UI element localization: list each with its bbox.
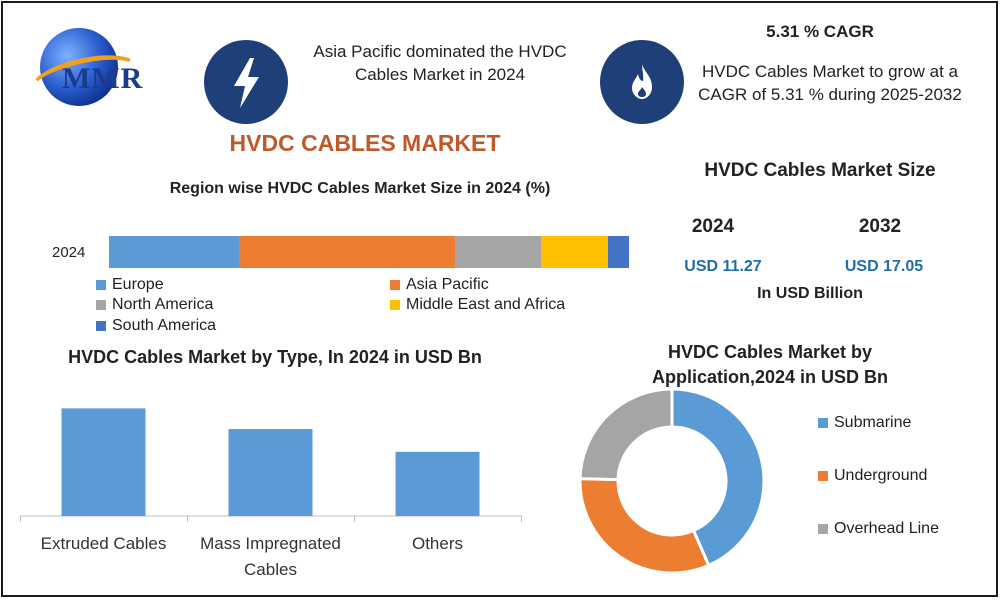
region-stacked-bar (109, 236, 629, 268)
legend-swatch (390, 280, 400, 290)
legend-item-middle-east-and-africa: Middle East and Africa (390, 296, 565, 314)
bar-segment-asia-pacific (239, 236, 455, 268)
legend-label: North America (112, 296, 214, 313)
legend-swatch (818, 471, 828, 481)
legend-item-submarine: Submarine (818, 414, 911, 432)
logo-text: MMR (62, 62, 144, 95)
cagr-description: HVDC Cables Market to grow at a CAGR of … (698, 62, 962, 104)
bar-segment-north-america (454, 236, 541, 268)
legend-label: Europe (112, 276, 164, 293)
lightning-bolt-icon (204, 40, 288, 124)
legend-swatch (96, 321, 106, 331)
bar-others (395, 451, 480, 516)
year-2024-label: 2024 (691, 216, 735, 237)
donut-slice-underground (578, 477, 711, 575)
headline-text: Asia Pacific dominated the HVDC Cables M… (313, 42, 567, 84)
legend-label: Underground (834, 467, 928, 484)
x-tick-label-extruded-cables: Extruded Cables (41, 534, 167, 553)
value-2024: USD 11.27 (684, 258, 762, 275)
application-donut-chart (578, 387, 766, 575)
globe-logo-icon (40, 28, 118, 106)
legend-item-north-america: North America (96, 296, 213, 314)
legend-item-asia-pacific: Asia Pacific (390, 276, 489, 294)
x-tick-label-others: Others (412, 534, 463, 553)
type-chart-title: HVDC Cables Market by Type, In 2024 in U… (68, 347, 482, 367)
market-size-unit: In USD Billion (757, 285, 863, 302)
legend-label: South America (112, 317, 217, 334)
bar-segment-south-america (608, 236, 629, 268)
main-title: HVDC CABLES MARKET (229, 130, 501, 156)
legend-swatch (818, 524, 828, 534)
value-2032: USD 17.05 (844, 258, 924, 275)
legend-swatch (96, 280, 106, 290)
bar-mass-impregnated-cables (228, 429, 313, 516)
donut-slice-submarine (670, 387, 766, 568)
market-size-title: HVDC Cables Market Size (704, 160, 936, 181)
flame-icon (600, 40, 684, 124)
year-2032-label: 2032 (858, 216, 902, 237)
legend-swatch (390, 300, 400, 310)
legend-label: Overhead Line (834, 520, 939, 537)
legend-item-underground: Underground (818, 467, 927, 485)
cagr-title: 5.31 % CAGR (766, 22, 874, 41)
legend-swatch (96, 300, 106, 310)
x-tick-label-mass-impregnated-cables: Mass Impregnated Cables (200, 534, 341, 579)
bar-segment-europe (109, 236, 239, 268)
legend-label: Submarine (834, 414, 912, 431)
legend-item-europe: Europe (96, 276, 164, 294)
bar-segment-middle-east-and-africa (540, 236, 609, 268)
legend-item-overhead-line: Overhead Line (818, 520, 939, 538)
region-bar-year-label: 2024 (52, 244, 86, 261)
region-chart-title: Region wise HVDC Cables Market Size in 2… (169, 180, 551, 197)
application-chart-title: HVDC Cables Market by Application,2024 i… (651, 342, 889, 387)
legend-item-south-america: South America (96, 317, 216, 335)
legend-swatch (818, 418, 828, 428)
donut-slice-overhead-line (578, 387, 674, 482)
type-bar-chart: Extruded Cables Mass Impregnated Cables Oth… (20, 408, 522, 579)
bar-extruded-cables (61, 408, 146, 516)
legend-label: Asia Pacific (406, 276, 489, 293)
legend-label: Middle East and Africa (406, 296, 566, 313)
